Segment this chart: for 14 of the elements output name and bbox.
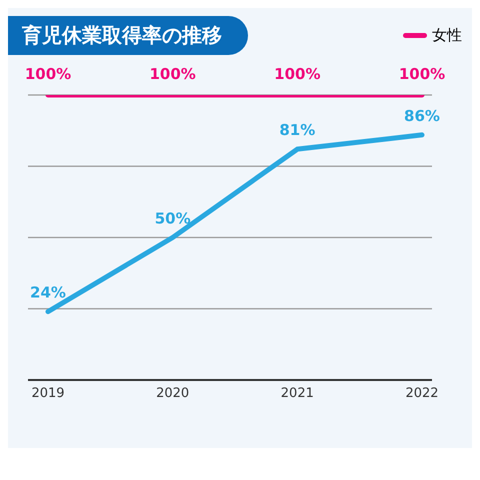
legend-label: 女性 <box>432 26 462 45</box>
data-label: 24% <box>30 284 66 302</box>
data-label: 86% <box>404 106 440 125</box>
x-tick-label: 2019 <box>31 386 65 402</box>
x-tick-label: 2020 <box>156 386 190 402</box>
data-label: 81% <box>279 121 316 140</box>
x-tick-label: 2021 <box>280 386 314 402</box>
data-label: 100% <box>24 65 72 83</box>
data-label: 100% <box>274 65 321 83</box>
x-tick-label: 2022 <box>405 386 439 402</box>
data-label: 50% <box>154 210 191 228</box>
chart-title: 育児休業取得率の推移 <box>8 16 248 55</box>
data-label: 100% <box>398 65 446 83</box>
data-label: 100% <box>149 65 196 83</box>
